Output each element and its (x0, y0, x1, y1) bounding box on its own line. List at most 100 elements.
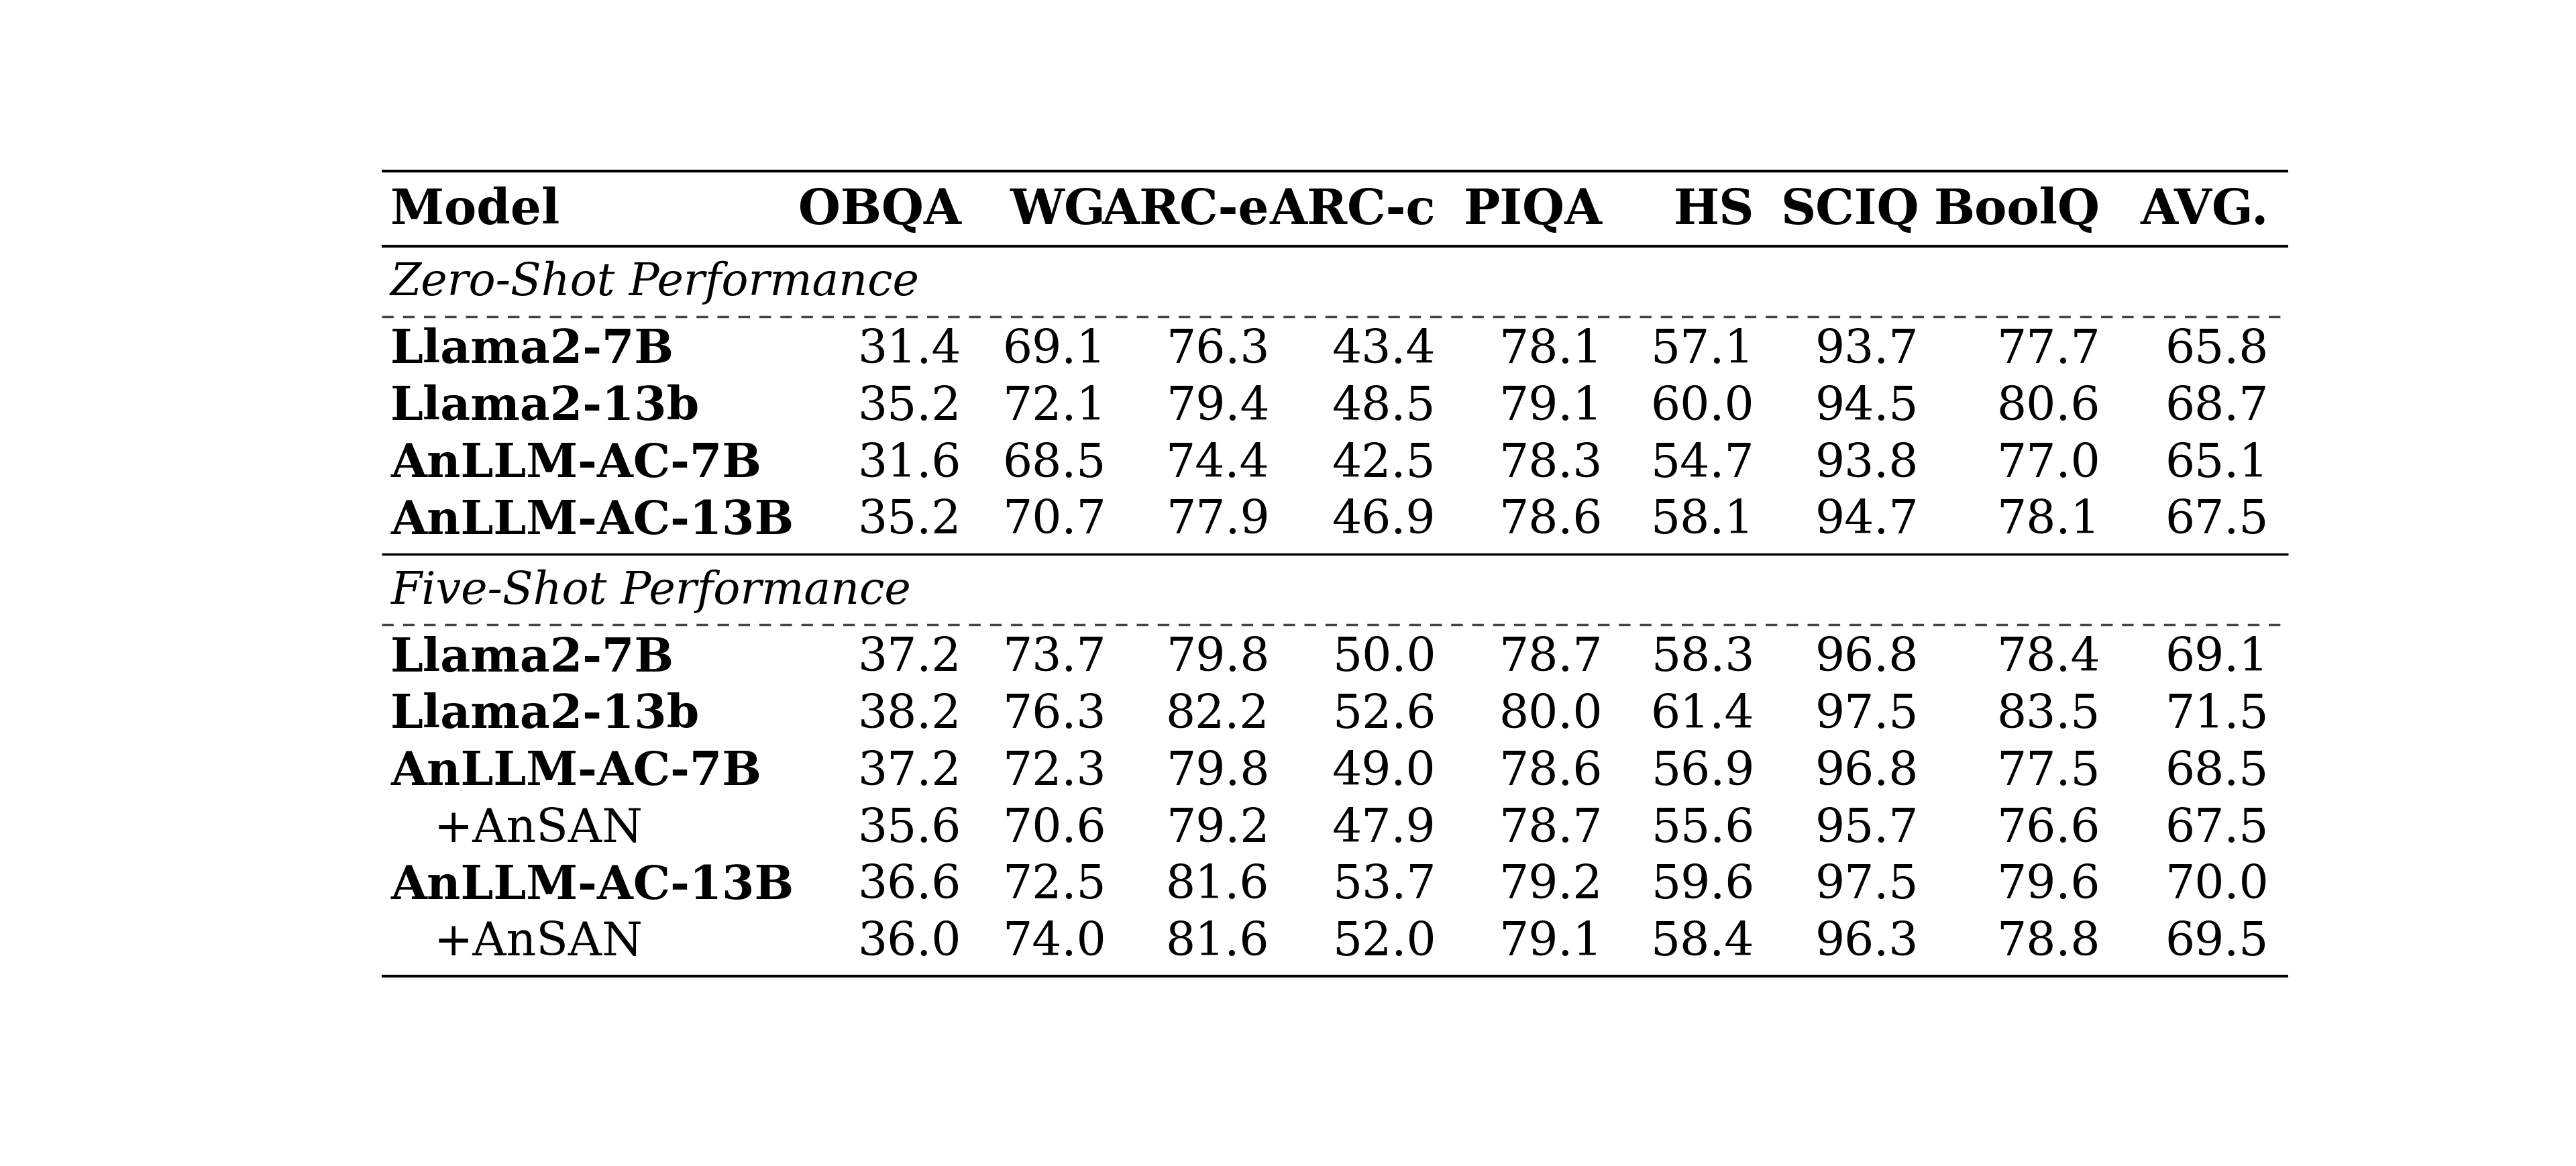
Text: 55.6: 55.6 (1651, 807, 1754, 851)
Text: 58.4: 58.4 (1651, 920, 1754, 964)
Text: 97.5: 97.5 (1816, 693, 1919, 737)
Text: 46.9: 46.9 (1332, 498, 1435, 543)
Text: 74.0: 74.0 (1002, 920, 1105, 964)
Text: 50.0: 50.0 (1332, 635, 1435, 681)
Text: 69.1: 69.1 (2164, 635, 2269, 681)
Text: 72.1: 72.1 (1002, 385, 1105, 429)
Text: ARC-c: ARC-c (1270, 187, 1435, 234)
Text: 35.2: 35.2 (858, 385, 961, 429)
Text: 68.5: 68.5 (1002, 442, 1105, 486)
Text: Llama2-13b: Llama2-13b (392, 693, 701, 738)
Text: 78.7: 78.7 (1499, 807, 1602, 851)
Text: 67.5: 67.5 (2164, 498, 2269, 543)
Text: 78.1: 78.1 (1499, 328, 1602, 372)
Text: 53.7: 53.7 (1332, 864, 1435, 908)
Text: +AnSAN: +AnSAN (433, 807, 644, 851)
Text: 76.6: 76.6 (1996, 807, 2099, 851)
Text: 95.7: 95.7 (1816, 807, 1919, 851)
Text: 78.3: 78.3 (1499, 442, 1602, 486)
Text: 78.8: 78.8 (1996, 920, 2099, 964)
Text: 96.8: 96.8 (1816, 750, 1919, 794)
Text: Five-Shot Performance: Five-Shot Performance (392, 569, 912, 613)
Text: 58.3: 58.3 (1651, 635, 1754, 681)
Text: PIQA: PIQA (1463, 187, 1602, 234)
Text: 68.7: 68.7 (2164, 385, 2269, 429)
Text: 60.0: 60.0 (1651, 385, 1754, 429)
Text: 71.5: 71.5 (2164, 693, 2269, 737)
Text: BoolQ: BoolQ (1935, 187, 2099, 234)
Text: 78.4: 78.4 (1996, 635, 2099, 681)
Text: 83.5: 83.5 (1996, 693, 2099, 737)
Text: 65.8: 65.8 (2164, 328, 2269, 372)
Text: 76.3: 76.3 (1167, 328, 1270, 372)
Text: 77.5: 77.5 (1996, 750, 2099, 794)
Text: 78.6: 78.6 (1499, 498, 1602, 543)
Text: 70.6: 70.6 (1002, 807, 1105, 851)
Text: 79.2: 79.2 (1499, 864, 1602, 908)
Text: 76.3: 76.3 (1002, 693, 1105, 737)
Text: WG: WG (1010, 187, 1105, 234)
Text: AnLLM-AC-7B: AnLLM-AC-7B (392, 441, 762, 486)
Text: 70.7: 70.7 (1002, 498, 1105, 543)
Text: 77.0: 77.0 (1996, 442, 2099, 486)
Text: 49.0: 49.0 (1332, 750, 1435, 794)
Text: 79.1: 79.1 (1499, 920, 1602, 964)
Text: Zero-Shot Performance: Zero-Shot Performance (392, 261, 920, 304)
Text: 94.7: 94.7 (1816, 498, 1919, 543)
Text: AnLLM-AC-7B: AnLLM-AC-7B (392, 750, 762, 794)
Text: 43.4: 43.4 (1332, 328, 1435, 372)
Text: 31.6: 31.6 (858, 442, 961, 486)
Text: 69.5: 69.5 (2164, 920, 2269, 964)
Text: 70.0: 70.0 (2164, 864, 2269, 908)
Text: ARC-e: ARC-e (1103, 187, 1270, 234)
Text: 58.1: 58.1 (1651, 498, 1754, 543)
Text: 56.9: 56.9 (1651, 750, 1754, 794)
Text: 37.2: 37.2 (858, 635, 961, 681)
Text: 69.1: 69.1 (1002, 328, 1105, 372)
Text: 57.1: 57.1 (1651, 328, 1754, 372)
Text: Llama2-7B: Llama2-7B (392, 328, 675, 373)
Text: Llama2-7B: Llama2-7B (392, 635, 675, 681)
Text: 73.7: 73.7 (1002, 635, 1105, 681)
Text: 94.5: 94.5 (1816, 385, 1919, 429)
Text: 79.4: 79.4 (1167, 385, 1270, 429)
Text: 52.0: 52.0 (1332, 920, 1435, 964)
Text: +AnSAN: +AnSAN (433, 920, 644, 964)
Text: HS: HS (1674, 187, 1754, 234)
Text: AnLLM-AC-13B: AnLLM-AC-13B (392, 498, 793, 543)
Text: 48.5: 48.5 (1332, 385, 1435, 429)
Text: 93.8: 93.8 (1816, 442, 1919, 486)
Text: 72.3: 72.3 (1002, 750, 1105, 794)
Text: 72.5: 72.5 (1002, 864, 1105, 908)
Text: 54.7: 54.7 (1651, 442, 1754, 486)
Text: 59.6: 59.6 (1651, 864, 1754, 908)
Text: 37.2: 37.2 (858, 750, 961, 794)
Text: 35.6: 35.6 (858, 807, 961, 851)
Text: 77.7: 77.7 (1996, 328, 2099, 372)
Text: 93.7: 93.7 (1816, 328, 1919, 372)
Text: 80.6: 80.6 (1996, 385, 2099, 429)
Text: 96.3: 96.3 (1816, 920, 1919, 964)
Text: 77.9: 77.9 (1167, 498, 1270, 543)
Text: 79.8: 79.8 (1167, 750, 1270, 794)
Text: 79.8: 79.8 (1167, 635, 1270, 681)
Text: Model: Model (392, 187, 559, 234)
Text: 74.4: 74.4 (1164, 442, 1270, 486)
Text: 31.4: 31.4 (858, 328, 961, 372)
Text: 36.6: 36.6 (858, 864, 961, 908)
Text: 36.0: 36.0 (858, 920, 961, 964)
Text: 97.5: 97.5 (1816, 864, 1919, 908)
Text: 38.2: 38.2 (858, 693, 961, 737)
Text: SCIQ: SCIQ (1780, 187, 1919, 234)
Text: AnLLM-AC-13B: AnLLM-AC-13B (392, 863, 793, 908)
Text: 78.7: 78.7 (1499, 635, 1602, 681)
Text: 78.6: 78.6 (1499, 750, 1602, 794)
Text: 96.8: 96.8 (1816, 635, 1919, 681)
Text: 35.2: 35.2 (858, 498, 961, 543)
Text: Llama2-13b: Llama2-13b (392, 385, 701, 429)
Text: 80.0: 80.0 (1499, 693, 1602, 737)
Text: 82.2: 82.2 (1167, 693, 1270, 737)
Text: 78.1: 78.1 (1996, 498, 2099, 543)
Text: 79.6: 79.6 (1996, 864, 2099, 908)
Text: 65.1: 65.1 (2164, 442, 2269, 486)
